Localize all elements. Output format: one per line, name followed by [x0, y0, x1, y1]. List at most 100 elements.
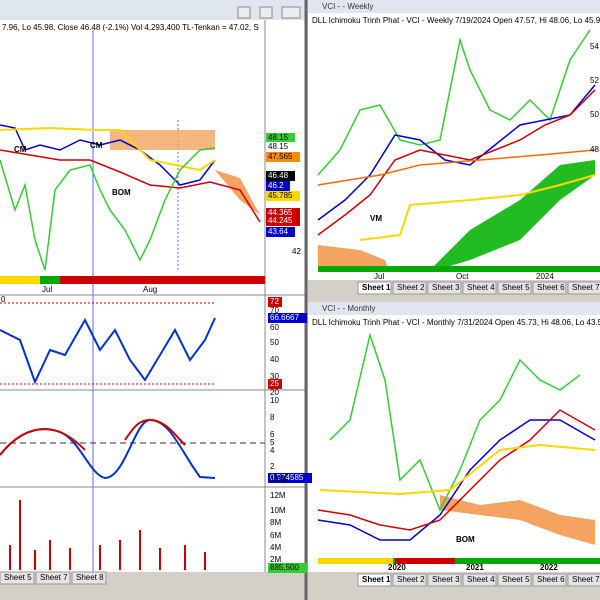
sheet-tab[interactable] — [462, 281, 497, 295]
sheet-tab-label[interactable]: Sheet 6 — [537, 283, 565, 292]
rsi-line — [0, 317, 216, 385]
sheet-tab[interactable] — [462, 573, 497, 587]
value-label: 2M — [270, 555, 281, 564]
sheet-tab[interactable] — [427, 573, 462, 587]
sheet-tab[interactable] — [497, 573, 532, 587]
value-label: 12M — [270, 491, 286, 500]
value-label: 4 — [270, 446, 275, 455]
chikou-line — [317, 29, 591, 176]
sheet-tab-label[interactable]: Sheet 4 — [467, 283, 495, 292]
value-label: 14M — [270, 475, 286, 484]
sheet-tab[interactable] — [392, 573, 427, 587]
value-label: 50 — [270, 338, 279, 347]
sheet-tab[interactable] — [567, 281, 600, 295]
sheet-tab-label[interactable]: Sheet 5 — [502, 575, 530, 584]
sheet-tab-label[interactable]: Sheet 7 — [572, 283, 600, 292]
sheet-tab[interactable] — [532, 573, 567, 587]
sheet-tab[interactable] — [357, 573, 392, 587]
sheet-tab-label[interactable]: Sheet 1 — [362, 283, 391, 292]
kijun-line — [317, 419, 596, 541]
sheet-tab-label[interactable]: Sheet 7 — [572, 575, 600, 584]
x-label: Oct — [456, 272, 469, 281]
value-box — [266, 191, 300, 201]
value-label: 10 — [270, 396, 279, 405]
sheet-tab[interactable] — [0, 571, 35, 585]
value-label: 5 — [270, 438, 275, 447]
sheet-tab-label[interactable]: Sheet 7 — [40, 573, 68, 582]
trend-bar — [40, 276, 60, 284]
annotation: BOM — [456, 535, 475, 544]
value-label: 46.2 — [268, 181, 284, 190]
sheet-tab-label[interactable]: Sheet 3 — [432, 575, 460, 584]
value-box — [266, 142, 295, 152]
value-label: 48.15 — [268, 142, 289, 151]
value-label: 20 — [270, 388, 279, 397]
x-label: Jul — [374, 272, 384, 281]
maximize-button[interactable] — [259, 6, 273, 19]
monthly-window — [308, 302, 600, 600]
value-box — [266, 152, 300, 162]
sheet-tab-label[interactable]: Sheet 8 — [76, 573, 104, 582]
span-line — [317, 149, 596, 186]
value-label: 4M — [270, 543, 281, 552]
title-bar — [308, 0, 600, 13]
chart-header: DLL Ichimoku Trinh Phat - VCI - Monthly … — [312, 318, 600, 327]
volume-bars — [9, 500, 206, 570]
sheet-tab[interactable] — [497, 281, 532, 295]
trend-bar — [0, 276, 40, 284]
value-box — [266, 181, 290, 191]
value-label: 8M — [270, 518, 281, 527]
sheet-tab[interactable] — [567, 573, 600, 587]
x-label: Jul — [42, 285, 52, 294]
sheet-tab[interactable] — [532, 281, 567, 295]
sheet-tab[interactable] — [35, 571, 71, 585]
sheet-tab-label[interactable]: Sheet 2 — [397, 283, 425, 292]
sheet-tab-label[interactable]: Sheet 5 — [4, 573, 32, 582]
sheet-tab[interactable] — [392, 281, 427, 295]
value-box — [266, 133, 295, 143]
sheet-tab-label[interactable]: Sheet 5 — [502, 283, 530, 292]
value-box — [268, 379, 282, 389]
x-label: 2022 — [540, 563, 558, 572]
value-label: 8 — [270, 413, 275, 422]
value-label: 43.64 — [268, 227, 289, 236]
value-label: 48 — [590, 145, 599, 154]
value-label: 2 — [270, 462, 275, 471]
value-box — [266, 227, 295, 237]
value-label: 6 — [270, 430, 275, 439]
sheet-tab[interactable] — [71, 571, 107, 585]
title-bar — [308, 302, 600, 315]
trend-bar — [0, 276, 265, 284]
sheet-tab-label[interactable]: Sheet 2 — [397, 575, 425, 584]
value-label: 46.48 — [268, 171, 289, 180]
sheet-tab-label[interactable]: Sheet 1 — [362, 575, 391, 584]
x-label: 2024 — [536, 272, 554, 281]
value-box — [268, 473, 312, 483]
cloud — [110, 130, 215, 150]
value-label: 50 — [590, 110, 599, 119]
oscillator-line — [0, 418, 186, 456]
value-box — [266, 208, 300, 218]
cloud — [318, 245, 390, 272]
close-button[interactable] — [281, 6, 301, 19]
tenkan-line — [317, 409, 596, 531]
sheet-tab-label[interactable]: Sheet 3 — [432, 283, 460, 292]
cloud — [430, 160, 595, 272]
sheet-tab-label[interactable]: Sheet 6 — [537, 575, 565, 584]
value-label: 44.365 — [268, 208, 293, 217]
chikou-line — [0, 147, 216, 271]
value-label: 42 — [292, 247, 301, 256]
sheet-tab[interactable] — [357, 281, 392, 295]
value-label: 60 — [270, 323, 279, 332]
value-label: 40 — [270, 355, 279, 364]
sheet-tab[interactable] — [427, 281, 462, 295]
chart-header: 7.96, Lo 45.98, Close 46.48 (-2.1%) Vol … — [2, 23, 259, 32]
tenkan-line — [0, 149, 261, 223]
span-line — [0, 126, 216, 172]
annotation: CM — [14, 145, 27, 154]
value-label: 45.785 — [268, 191, 293, 200]
sheet-tab-label[interactable]: Sheet 4 — [467, 575, 495, 584]
minimize-button[interactable] — [237, 6, 251, 19]
